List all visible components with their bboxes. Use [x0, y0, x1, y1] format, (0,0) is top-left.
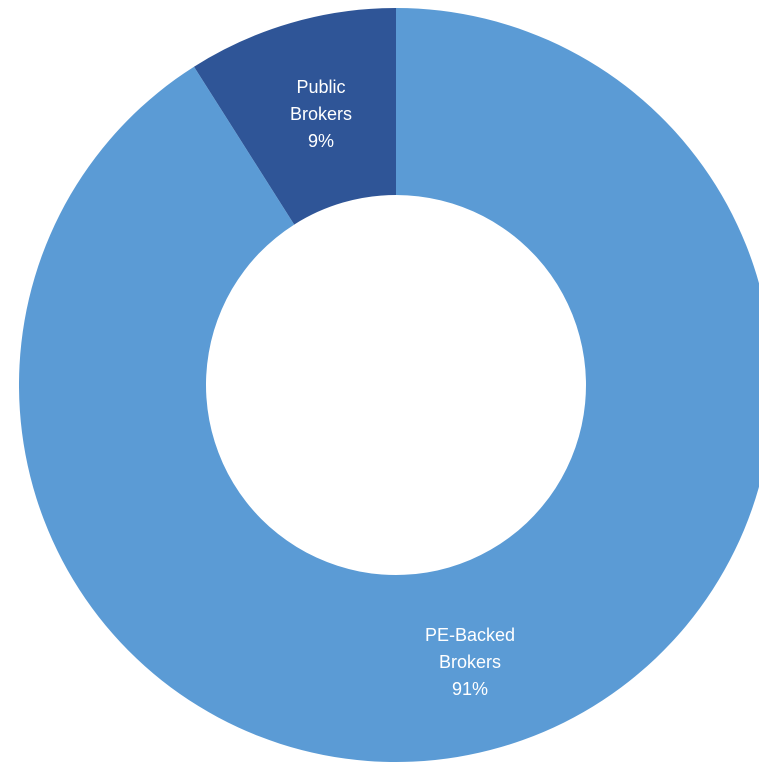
slice-label-1: PE-Backed Brokers 91%	[425, 625, 515, 699]
slice-category-label: PE-Backed	[425, 625, 515, 645]
slice-public-brokers	[193, 8, 396, 225]
slice-category-label: Public	[296, 77, 345, 97]
slice-labels: Public Brokers 9% PE-Backed Brokers 91%	[290, 77, 515, 699]
slice-category-label: Brokers	[290, 104, 352, 124]
slice-label-0: Public Brokers 9%	[290, 77, 352, 151]
slice-value-label: 91%	[452, 679, 488, 699]
slice-value-label: 9%	[308, 131, 334, 151]
donut-slices	[19, 8, 759, 762]
slice-category-label: Brokers	[439, 652, 501, 672]
slice-pe-backed-brokers	[19, 8, 759, 762]
